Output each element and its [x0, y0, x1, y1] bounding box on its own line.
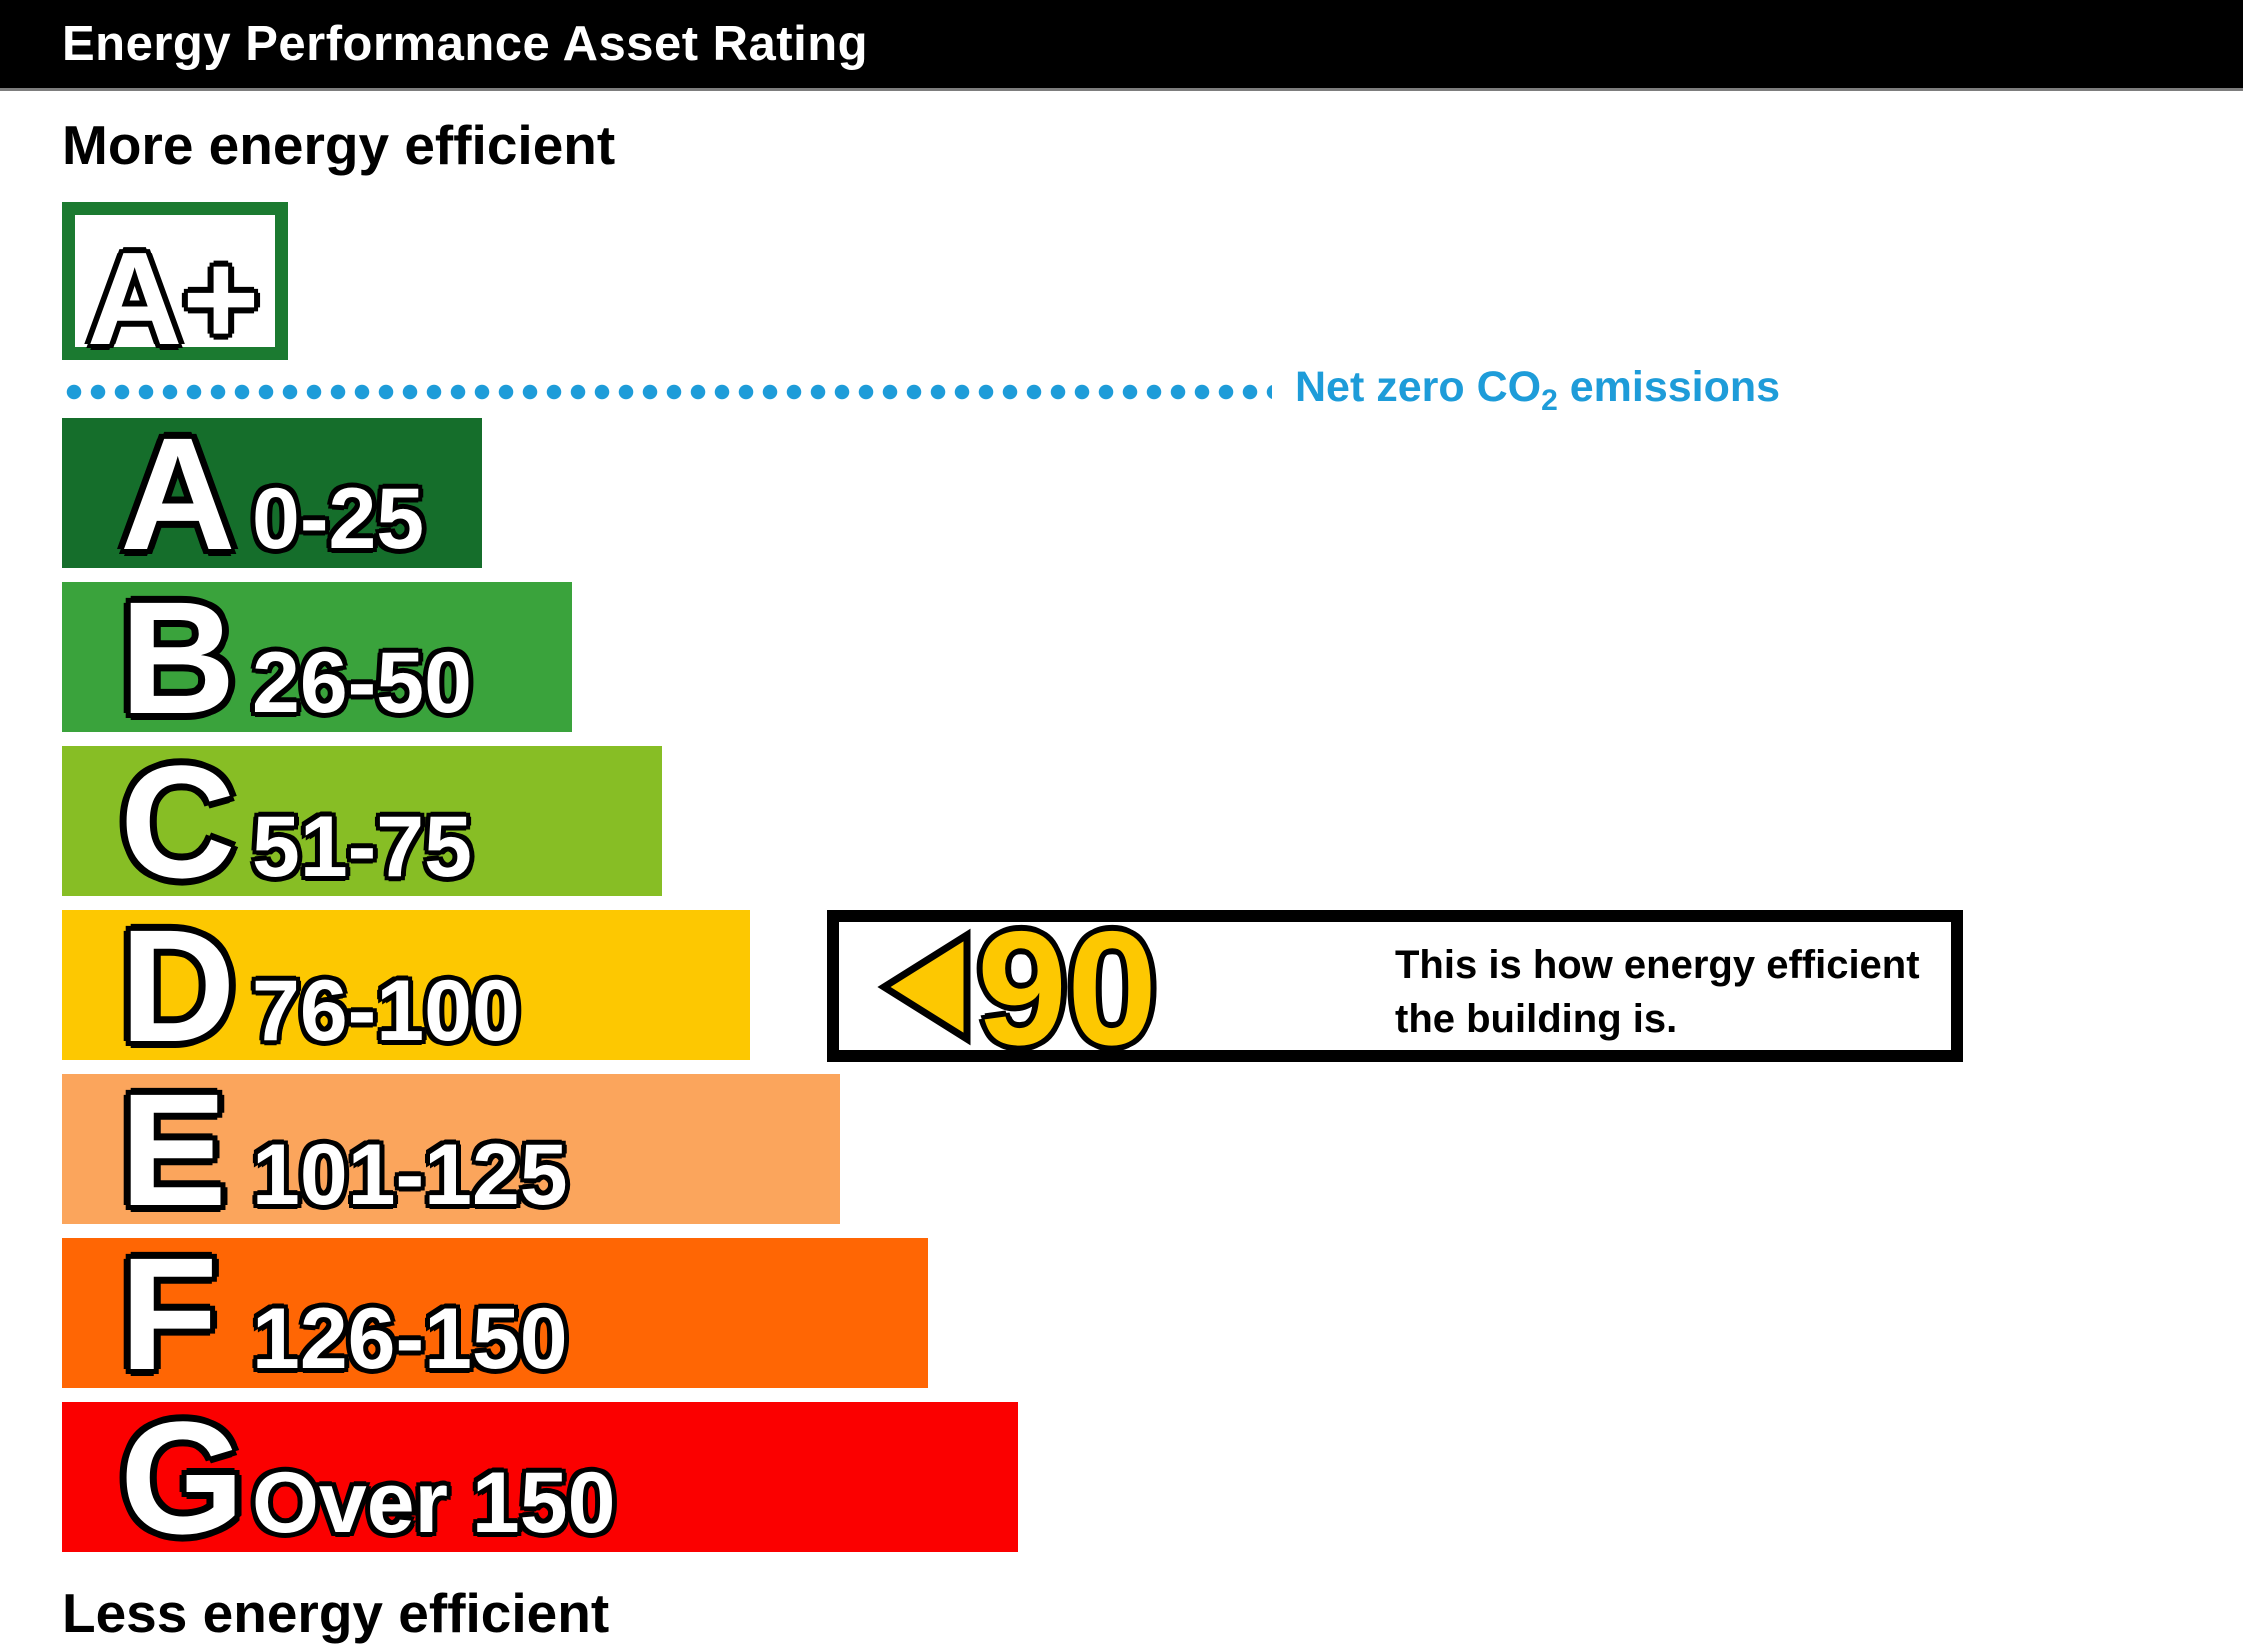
page-title: Energy Performance Asset Rating [62, 17, 869, 71]
band-row-A: A 0-25 [62, 414, 482, 574]
band-range: 101-125 [252, 1127, 568, 1223]
band-letter: F [120, 1224, 218, 1403]
band-range: 26-50 [252, 635, 472, 731]
band-row-F: F 126-150 [62, 1234, 928, 1394]
rating-description-line1: This is how energy efficient [1395, 943, 1920, 987]
rating-value: 90 [977, 898, 1158, 1079]
header-bar: Energy Performance Asset Rating [0, 0, 2243, 91]
band-row-B: B 26-50 [62, 578, 572, 738]
net-zero-dotted-line [62, 384, 1272, 400]
band-range: 76-100 [252, 963, 520, 1059]
band-range: 51-75 [252, 799, 472, 895]
band-range: Over 150 [252, 1455, 616, 1551]
a-plus-label: A+ [87, 225, 260, 372]
band-letter: G [120, 1388, 245, 1567]
less-energy-efficient-label: Less energy efficient [62, 1582, 610, 1644]
a-plus-band: A+ [62, 202, 288, 365]
band-letter: D [120, 896, 236, 1075]
band-letter: E [120, 1060, 227, 1239]
left-arrow-icon [877, 928, 971, 1046]
band-row-G: G Over 150 [62, 1398, 1018, 1558]
band-range: 0-25 [252, 471, 425, 567]
band-letter: C [120, 732, 236, 911]
more-energy-efficient-label: More energy efficient [62, 114, 616, 176]
band-row-C: C 51-75 [62, 742, 662, 902]
net-zero-text: Net zero CO [1295, 363, 1542, 411]
rating-description-line2: the building is. [1395, 997, 1678, 1041]
net-zero-emissions-label: Net zero CO2 emissions [1295, 362, 1780, 417]
rating-description: This is how energy efficient the buildin… [1395, 938, 1920, 1046]
band-row-E: E 101-125 [62, 1070, 840, 1230]
band-letter: B [120, 568, 236, 747]
band-letter: A [120, 404, 236, 583]
net-zero-suffix: emissions [1557, 363, 1781, 411]
net-zero-subscript: 2 [1541, 384, 1558, 417]
rating-bands: A 0-25 B 26-50 C 51-75 D 76-100 E 101-125 F 126-150… [62, 414, 1018, 1566]
band-range: 126-150 [252, 1291, 568, 1387]
rating-indicator-box: 90 This is how energy efficient the buil… [827, 908, 1963, 1070]
band-row-D: D 76-100 [62, 906, 750, 1066]
